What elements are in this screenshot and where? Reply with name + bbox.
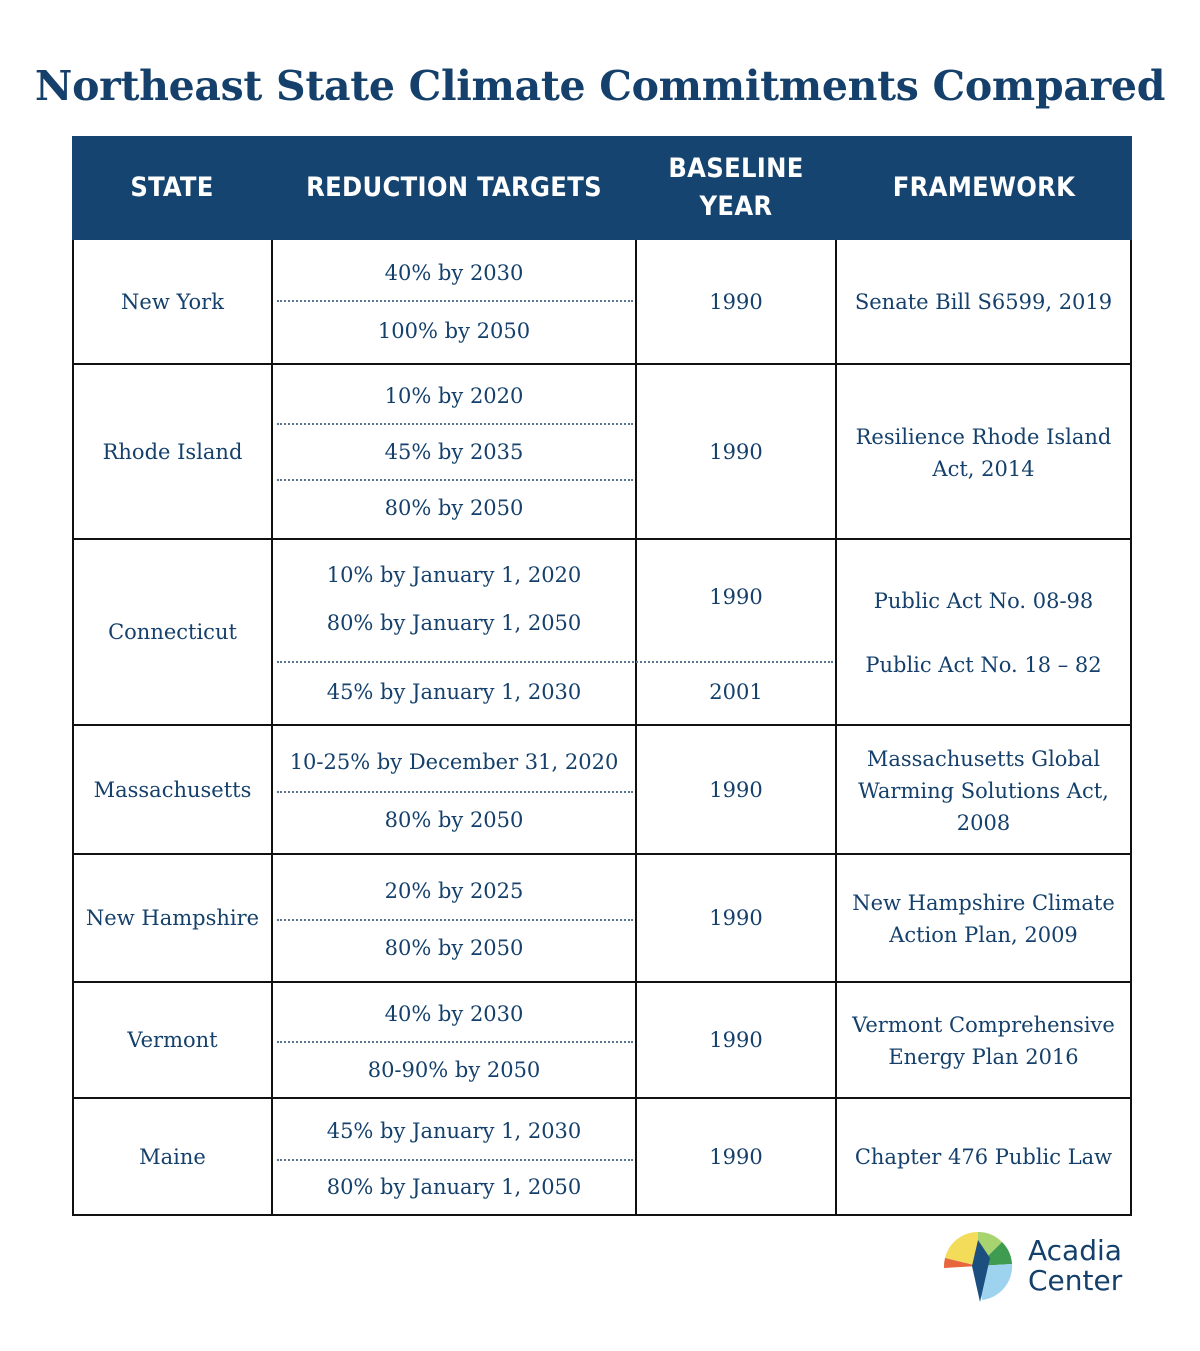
state-cell: Maine: [139, 1144, 206, 1169]
framework-line: 2008: [956, 811, 1011, 835]
state-cell: Vermont: [127, 1028, 218, 1052]
framework-cell: Senate Bill S6599, 2019: [854, 289, 1113, 314]
commitments-table: STATE REDUCTION TARGETS BASELINE YEAR FR…: [72, 136, 1132, 1216]
header-baseline-line2: YEAR: [699, 191, 773, 222]
dotted-divider: [277, 661, 833, 663]
framework-line: Action Plan, 2009: [889, 923, 1078, 947]
target-cell: 80% by 2050: [384, 936, 524, 960]
logo-segment-yellow: [945, 1232, 978, 1266]
header-baseline-line1: BASELINE: [668, 153, 804, 184]
framework-cell: New Hampshire Climate Action Plan, 2009: [837, 887, 1130, 951]
framework-cell: Chapter 476 Public Law: [854, 1144, 1113, 1169]
dotted-divider: [277, 1159, 633, 1161]
baseline-cell: 1990: [709, 906, 763, 930]
framework-line: New Hampshire Climate: [852, 891, 1115, 915]
framework-cell: Public Act No. 18 – 82: [865, 653, 1102, 677]
target-cell: 45% by January 1, 2030: [326, 1119, 582, 1143]
logo-segment-orange: [943, 1258, 978, 1268]
column-divider: [835, 240, 837, 1214]
row-divider: [74, 363, 1130, 365]
header-state: STATE: [130, 172, 214, 203]
target-cell: 80-90% by 2050: [367, 1058, 541, 1082]
target-cell: 10-25% by December 31, 2020: [289, 750, 619, 774]
logo-line-1: Acadia: [1028, 1234, 1122, 1267]
framework-line: Warming Solutions Act,: [858, 779, 1109, 803]
state-cell: Massachusetts: [93, 777, 252, 802]
logo-wordmark: Acadia Center: [1028, 1236, 1122, 1296]
dotted-divider: [277, 791, 633, 793]
logo-line-2: Center: [1028, 1264, 1123, 1297]
target-cell: 80% by January 1, 2050: [326, 611, 582, 635]
baseline-cell: 1990: [709, 439, 763, 464]
target-cell: 45% by January 1, 2030: [326, 680, 582, 704]
column-divider: [635, 240, 637, 1214]
target-cell: 45% by 2035: [384, 440, 524, 464]
framework-cell: Massachusetts Global Warming Solutions A…: [837, 743, 1130, 839]
dotted-divider: [277, 1041, 633, 1043]
baseline-cell: 1990: [709, 777, 763, 802]
page-title: Northeast State Climate Commitments Comp…: [34, 62, 1166, 110]
logo-segment-navy: [972, 1240, 990, 1302]
dotted-divider: [277, 423, 633, 425]
table-header: STATE REDUCTION TARGETS BASELINE YEAR FR…: [72, 136, 1132, 240]
baseline-cell: 1990: [709, 289, 763, 314]
target-cell: 40% by 2030: [384, 261, 524, 285]
state-cell: New Hampshire: [85, 906, 260, 930]
framework-line: Act, 2014: [932, 457, 1035, 481]
header-reduction-targets: REDUCTION TARGETS: [306, 172, 602, 203]
state-cell: Connecticut: [108, 620, 237, 644]
row-divider: [74, 538, 1130, 540]
baseline-cell: 1990: [709, 585, 763, 609]
baseline-cell: 2001: [709, 680, 763, 704]
target-cell: 80% by 2050: [384, 496, 524, 520]
framework-cell: Resilience Rhode Island Act, 2014: [837, 423, 1130, 483]
row-divider: [74, 853, 1130, 855]
framework-line: Energy Plan 2016: [888, 1045, 1079, 1069]
target-cell: 20% by 2025: [384, 879, 524, 903]
target-cell: 10% by 2020: [384, 384, 524, 408]
header-framework: FRAMEWORK: [892, 172, 1076, 203]
target-cell: 80% by 2050: [384, 808, 524, 832]
row-divider: [74, 1097, 1130, 1099]
header-baseline-year: BASELINE YEAR: [636, 136, 836, 240]
baseline-cell: 1990: [709, 1028, 763, 1052]
state-cell: New York: [121, 289, 224, 314]
framework-line: Vermont Comprehensive: [852, 1013, 1115, 1037]
framework-line: Massachusetts Global: [866, 747, 1101, 771]
dotted-divider: [277, 300, 633, 302]
target-cell: 100% by 2050: [377, 319, 531, 343]
dotted-divider: [277, 919, 633, 921]
framework-line: Resilience Rhode Island: [855, 425, 1112, 449]
row-divider: [74, 724, 1130, 726]
framework-cell: Public Act No. 08-98: [873, 589, 1094, 613]
dotted-divider: [277, 479, 633, 481]
baseline-cell: 1990: [709, 1144, 763, 1169]
target-cell: 80% by January 1, 2050: [326, 1175, 582, 1199]
target-cell: 40% by 2030: [384, 1002, 524, 1026]
framework-cell: Vermont Comprehensive Energy Plan 2016: [837, 1009, 1130, 1073]
row-divider: [74, 981, 1130, 983]
acadia-center-logo-icon: [943, 1232, 1013, 1302]
column-divider: [271, 240, 273, 1214]
state-cell: Rhode Island: [102, 439, 243, 464]
target-cell: 10% by January 1, 2020: [326, 563, 582, 587]
